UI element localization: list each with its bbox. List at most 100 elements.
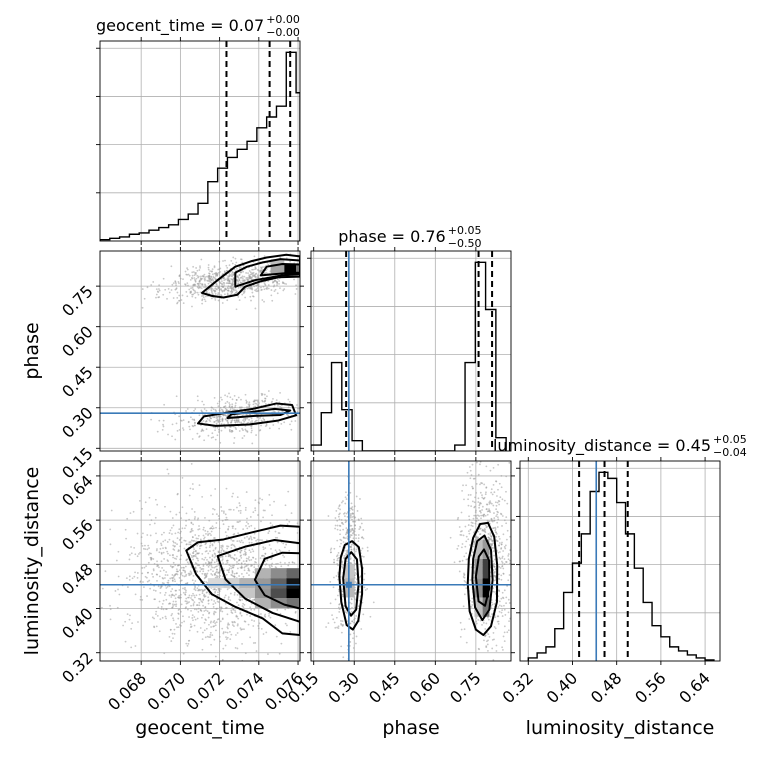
- sample-point: [345, 665, 347, 667]
- sample-point: [217, 618, 220, 620]
- sample-point: [200, 258, 203, 261]
- sample-point: [267, 390, 270, 392]
- sample-point: [179, 596, 182, 599]
- sample-point: [250, 287, 253, 290]
- sample-point: [207, 434, 210, 437]
- sample-point: [329, 548, 332, 551]
- sample-point: [232, 566, 235, 569]
- sample-point: [211, 291, 213, 294]
- contour-line: [338, 540, 364, 631]
- sample-point: [489, 500, 492, 502]
- sample-point: [211, 415, 214, 418]
- sample-point: [191, 286, 194, 289]
- sample-point: [235, 292, 238, 294]
- sample-point: [460, 511, 463, 514]
- sample-point: [197, 399, 199, 402]
- sample-point: [161, 585, 163, 588]
- sample-point: [214, 590, 217, 593]
- sample-point: [248, 541, 251, 544]
- sample-point: [192, 619, 194, 622]
- sample-point: [480, 482, 483, 484]
- axes-frame: [99, 250, 301, 452]
- sample-point: [503, 499, 506, 502]
- sample-point: [221, 555, 223, 558]
- x-tick-label: 0.30: [324, 668, 363, 707]
- sample-point: [181, 574, 184, 577]
- density-cell: [239, 578, 255, 589]
- sample-point: [216, 594, 219, 596]
- sample-point: [170, 614, 173, 617]
- sample-point: [351, 516, 354, 518]
- sample-point: [157, 288, 160, 290]
- sample-point: [293, 562, 296, 564]
- sample-point: [343, 512, 346, 514]
- sample-point: [167, 560, 169, 563]
- sample-point: [201, 302, 204, 305]
- sample-point: [503, 563, 506, 566]
- sample-point: [197, 559, 200, 562]
- sample-point: [131, 577, 134, 580]
- sample-point: [237, 509, 240, 512]
- sample-point: [252, 642, 255, 644]
- sample-point: [233, 395, 236, 397]
- sample-point: [213, 290, 216, 293]
- sample-point: [188, 543, 190, 546]
- sample-point: [141, 567, 144, 569]
- sample-point: [202, 563, 205, 566]
- sample-point: [509, 559, 511, 562]
- sample-point: [219, 441, 222, 444]
- sample-point: [265, 424, 268, 427]
- sample-point: [201, 277, 203, 280]
- sample-point: [214, 655, 217, 658]
- sample-point: [201, 648, 204, 651]
- sample-point: [174, 589, 177, 592]
- density-cell: [270, 568, 287, 579]
- sample-point: [212, 603, 215, 606]
- sample-point: [469, 477, 472, 480]
- sample-point: [214, 488, 217, 490]
- sample-point: [253, 537, 256, 539]
- sample-point: [193, 422, 196, 425]
- sample-point: [511, 583, 513, 585]
- sample-point: [215, 283, 218, 285]
- sample-point: [156, 503, 159, 506]
- sample-point: [206, 279, 209, 282]
- sample-point: [190, 539, 193, 542]
- sample-point: [214, 297, 216, 299]
- sample-point: [218, 517, 221, 520]
- y-axis-label: phase: [21, 322, 43, 379]
- sample-point: [185, 410, 187, 412]
- sample-point: [191, 556, 194, 559]
- y-tick-label: 0.30: [58, 403, 97, 442]
- sample-point: [353, 539, 356, 542]
- sample-point: [208, 611, 211, 614]
- sample-point: [129, 614, 131, 617]
- sample-point: [497, 622, 500, 625]
- sample-point: [266, 268, 268, 270]
- sample-point: [498, 551, 501, 553]
- sample-point: [261, 498, 264, 501]
- sample-point: [211, 513, 214, 516]
- sample-point: [493, 519, 496, 522]
- sample-point: [270, 294, 273, 297]
- sample-point: [211, 634, 214, 637]
- sample-point: [274, 549, 277, 552]
- sample-point: [193, 596, 196, 599]
- sample-point: [254, 509, 257, 512]
- sample-point: [502, 635, 505, 638]
- sample-point: [508, 602, 511, 604]
- sample-point: [467, 538, 470, 541]
- sample-point: [505, 522, 508, 525]
- sample-point: [268, 612, 271, 615]
- sample-point: [194, 580, 197, 582]
- sample-point: [233, 572, 236, 575]
- sample-point: [464, 545, 467, 548]
- sample-point: [160, 544, 163, 547]
- sample-point: [189, 291, 192, 293]
- sample-point: [167, 552, 169, 555]
- sample-point: [247, 563, 250, 566]
- sample-point: [296, 522, 299, 525]
- sample-point: [502, 649, 504, 651]
- sample-point: [257, 276, 260, 279]
- sample-point: [227, 410, 230, 412]
